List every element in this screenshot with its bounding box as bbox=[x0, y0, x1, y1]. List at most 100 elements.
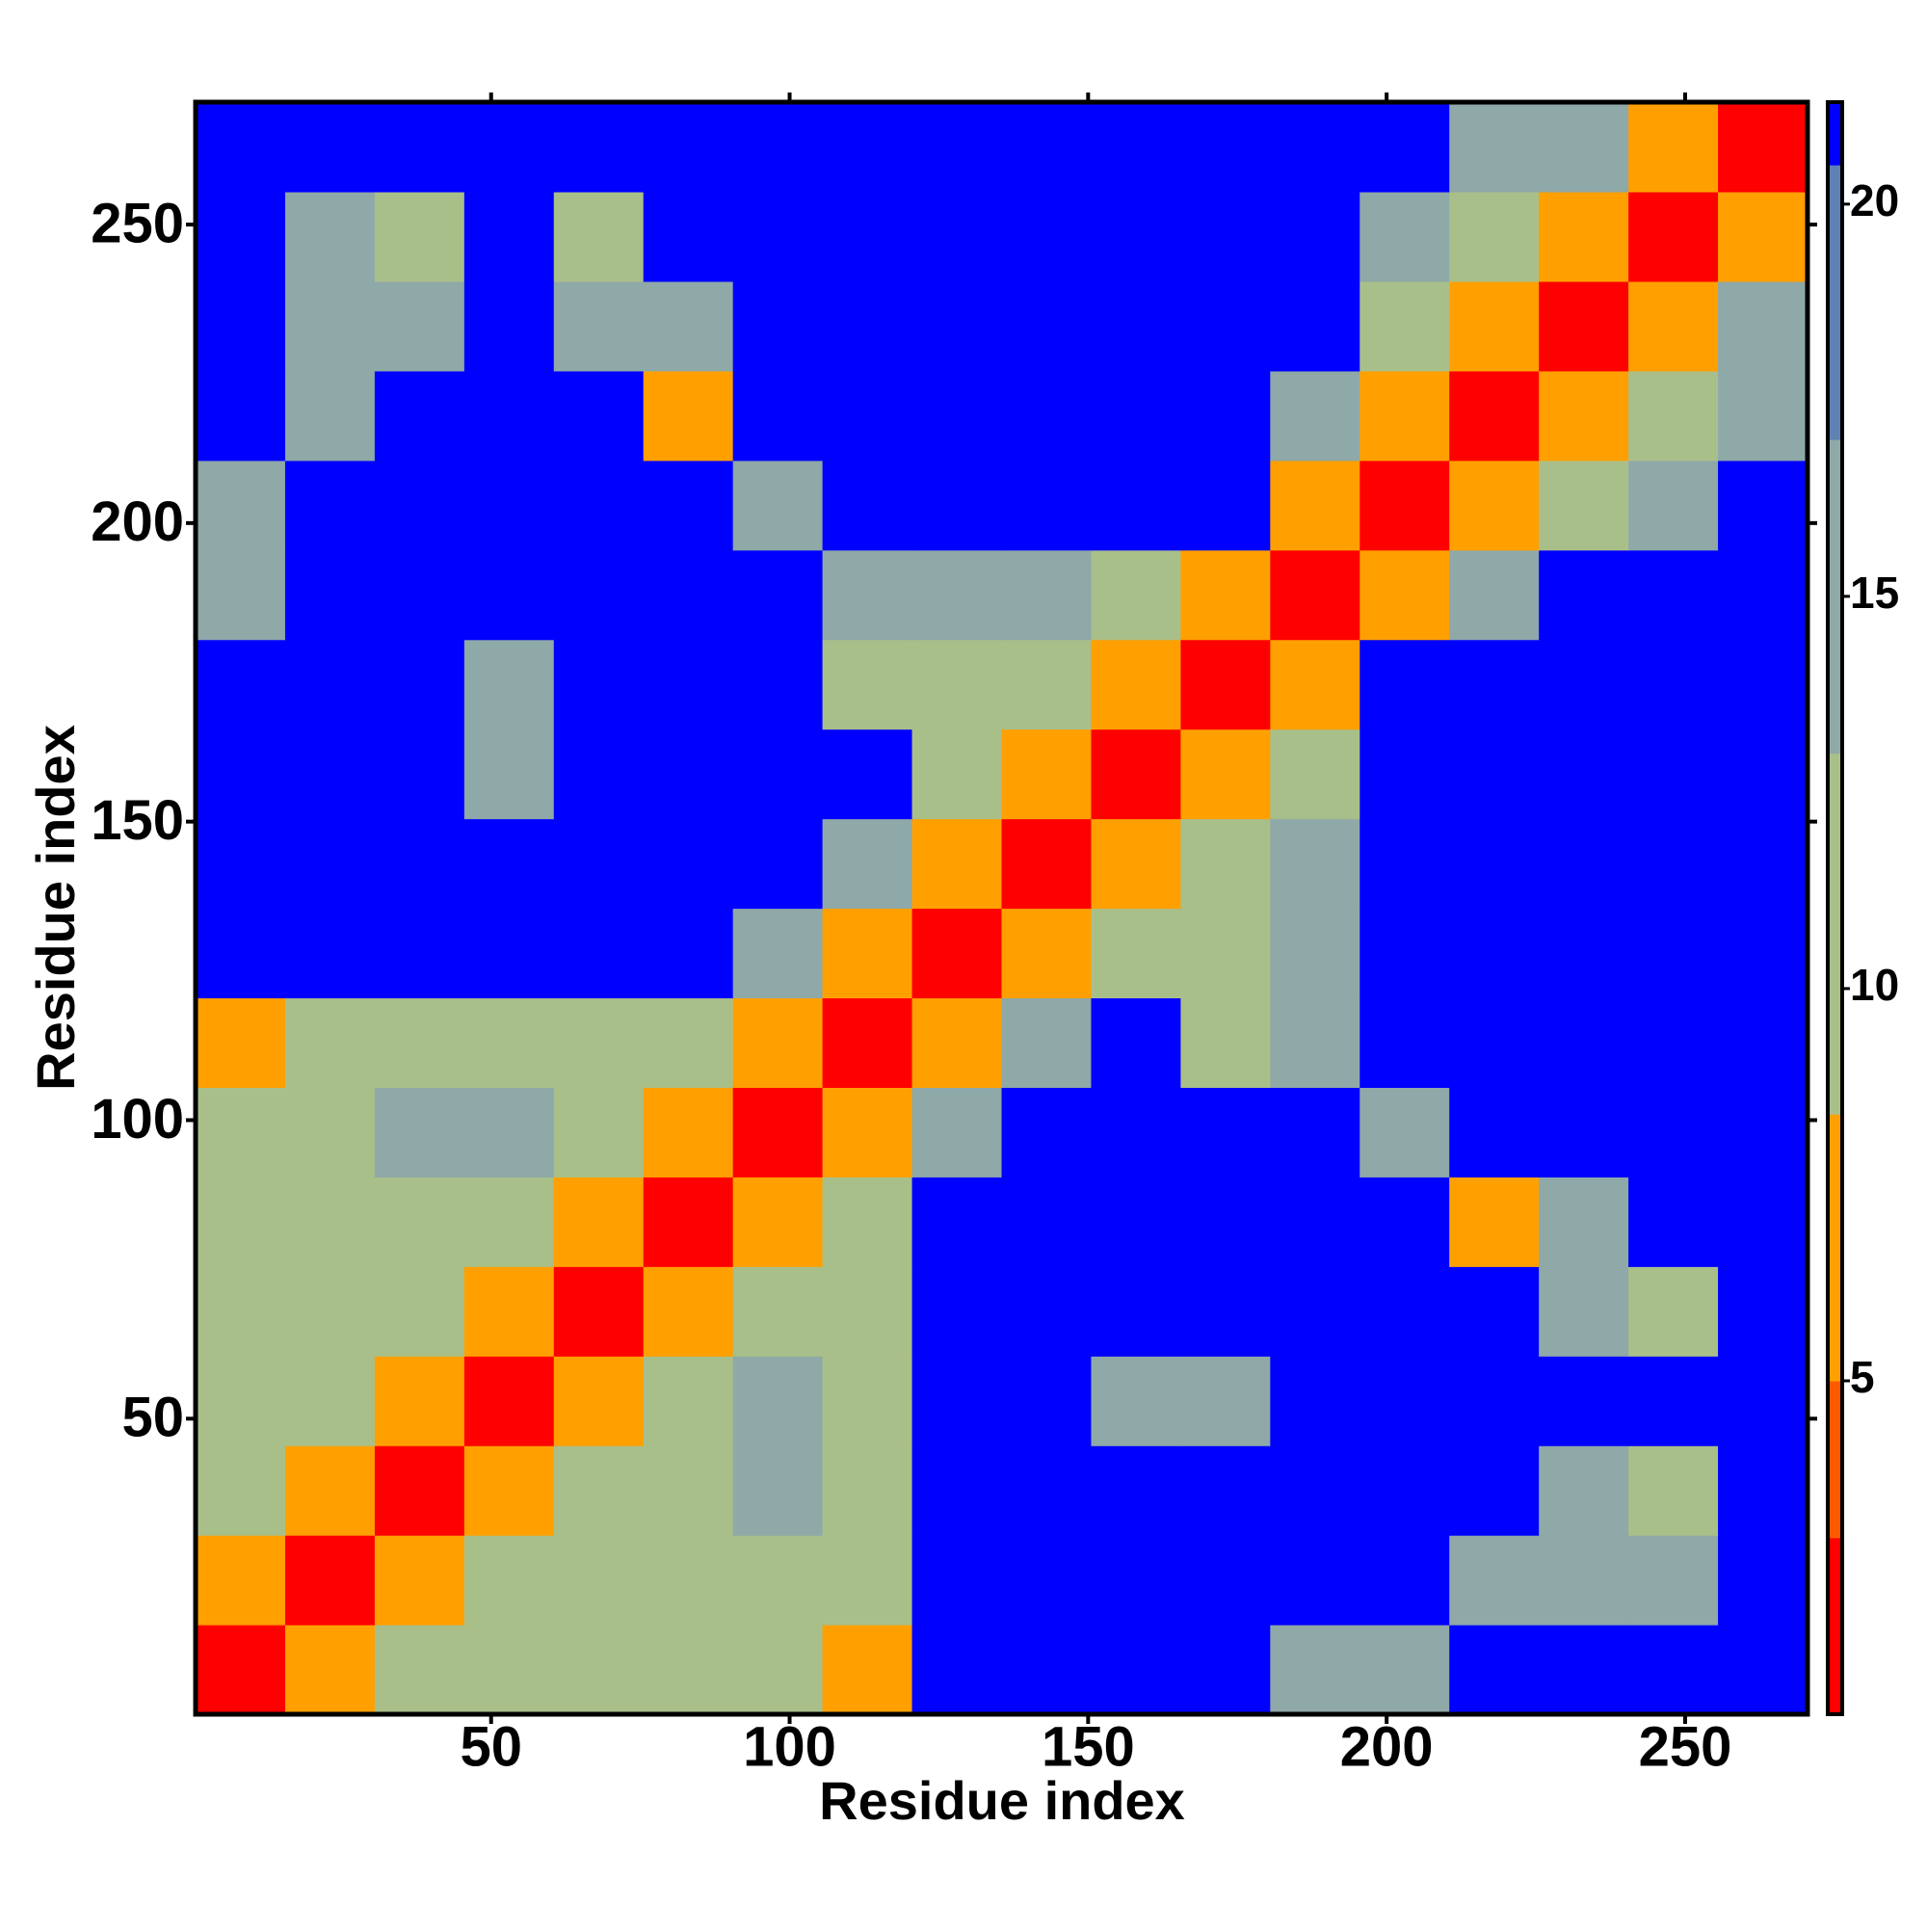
heatmap-cell bbox=[1270, 191, 1360, 282]
heatmap-cell bbox=[1001, 370, 1093, 462]
heatmap-cell bbox=[1359, 1535, 1450, 1626]
heatmap-cell bbox=[284, 997, 376, 1088]
heatmap-cell bbox=[1359, 1266, 1450, 1357]
heatmap-cell bbox=[284, 1535, 376, 1626]
y-tick-label: 250 bbox=[91, 192, 184, 254]
heatmap-cell bbox=[463, 1625, 555, 1715]
heatmap-cell bbox=[1001, 818, 1093, 910]
colorbar-tick-label: 20 bbox=[1850, 175, 1899, 225]
heatmap-cell bbox=[374, 1535, 465, 1626]
heatmap-cell bbox=[196, 1087, 286, 1178]
heatmap-cell bbox=[1270, 639, 1360, 730]
colorbar-segment bbox=[1828, 1381, 1842, 1539]
heatmap-cell bbox=[553, 1535, 645, 1626]
heatmap-cell bbox=[1539, 1087, 1629, 1178]
x-tick-label: 200 bbox=[1340, 1715, 1434, 1778]
x-tick-label: 250 bbox=[1639, 1715, 1732, 1778]
heatmap-cell bbox=[374, 1087, 465, 1178]
heatmap-cell bbox=[196, 1266, 286, 1357]
heatmap-cell bbox=[374, 1445, 465, 1536]
heatmap-cell bbox=[553, 549, 645, 641]
heatmap-cell bbox=[1091, 818, 1181, 910]
heatmap-cell bbox=[553, 460, 645, 551]
heatmap-cell bbox=[1270, 1356, 1360, 1446]
colorbar-segment bbox=[1828, 102, 1842, 166]
heatmap-cell bbox=[911, 549, 1003, 641]
heatmap-cell bbox=[463, 728, 555, 820]
heatmap-cell bbox=[1270, 460, 1360, 551]
heatmap-cell bbox=[1539, 818, 1629, 910]
heatmap-cell bbox=[1091, 997, 1181, 1088]
heatmap-cell bbox=[1001, 460, 1093, 551]
heatmap-cell bbox=[1718, 191, 1808, 282]
heatmap-cell bbox=[911, 728, 1003, 820]
heatmap-cell bbox=[1449, 908, 1540, 999]
heatmap-cell bbox=[643, 1535, 734, 1626]
heatmap-cell bbox=[196, 728, 286, 820]
heatmap-cell bbox=[196, 102, 286, 193]
heatmap-cell bbox=[463, 1087, 555, 1178]
heatmap-cell bbox=[643, 1177, 734, 1267]
heatmap-cell bbox=[643, 191, 734, 282]
heatmap-cell bbox=[1449, 1177, 1540, 1267]
heatmap-cell bbox=[1449, 1535, 1540, 1626]
heatmap-cell bbox=[1270, 1087, 1360, 1178]
heatmap-cell bbox=[1180, 639, 1271, 730]
heatmap-cell bbox=[463, 997, 555, 1088]
heatmap-cell bbox=[374, 1177, 465, 1267]
heatmap-cell bbox=[196, 1177, 286, 1267]
heatmap-cell bbox=[822, 370, 913, 462]
heatmap-cell bbox=[1539, 1625, 1629, 1715]
heatmap-cell bbox=[643, 1266, 734, 1357]
heatmap-cell bbox=[1091, 1177, 1181, 1267]
heatmap-cell bbox=[732, 1445, 824, 1536]
heatmap-cell bbox=[553, 1266, 645, 1357]
heatmap-cell bbox=[284, 370, 376, 462]
heatmap-cell bbox=[1091, 1625, 1181, 1715]
heatmap-cell bbox=[284, 1445, 376, 1536]
heatmap-cell bbox=[284, 280, 376, 372]
heatmap-cell bbox=[1628, 1356, 1719, 1446]
heatmap-cell bbox=[1001, 639, 1093, 730]
heatmap-cell bbox=[1449, 191, 1540, 282]
heatmap-cell bbox=[643, 639, 734, 730]
heatmap-cell bbox=[553, 908, 645, 999]
heatmap-cell bbox=[732, 908, 824, 999]
heatmap-cell bbox=[1091, 1445, 1181, 1536]
heatmap-cell bbox=[196, 818, 286, 910]
heatmap-cell bbox=[463, 191, 555, 282]
heatmap-cell bbox=[822, 1535, 913, 1626]
heatmap-cell bbox=[643, 728, 734, 820]
heatmap-cell bbox=[1628, 460, 1719, 551]
heatmap-cell bbox=[553, 1625, 645, 1715]
heatmap-cell bbox=[1180, 102, 1271, 193]
heatmap-cell bbox=[1091, 102, 1181, 193]
heatmap-cell bbox=[463, 1356, 555, 1446]
heatmap-cell bbox=[1001, 549, 1093, 641]
heatmap-cell bbox=[1628, 1266, 1719, 1357]
heatmap-cell bbox=[1091, 1087, 1181, 1178]
heatmap-cell bbox=[1718, 1625, 1808, 1715]
heatmap-cell bbox=[1091, 460, 1181, 551]
colorbar-segment bbox=[1828, 1537, 1842, 1715]
heatmap-cell bbox=[553, 818, 645, 910]
colorbar-segment bbox=[1828, 753, 1842, 1115]
y-tick-label: 150 bbox=[91, 789, 184, 852]
heatmap-cell bbox=[284, 102, 376, 193]
heatmap-cell bbox=[1270, 997, 1360, 1088]
plot-frame bbox=[193, 99, 1810, 1717]
heatmap-cell bbox=[1091, 549, 1181, 641]
heatmap-cell bbox=[732, 1356, 824, 1446]
y-axis-title: Residue index bbox=[25, 725, 86, 1091]
heatmap-cell bbox=[1180, 280, 1271, 372]
heatmap-cell bbox=[822, 102, 913, 193]
heatmap-cell bbox=[1718, 1177, 1808, 1267]
heatmap-cell bbox=[553, 1087, 645, 1178]
heatmap-cell bbox=[1539, 191, 1629, 282]
heatmap-cell bbox=[1270, 1535, 1360, 1626]
heatmap-cell bbox=[374, 280, 465, 372]
y-tick-label: 200 bbox=[91, 490, 184, 553]
heatmap-cell bbox=[374, 639, 465, 730]
heatmap-cell bbox=[732, 1625, 824, 1715]
colorbar-tick-label: 5 bbox=[1850, 1352, 1875, 1402]
